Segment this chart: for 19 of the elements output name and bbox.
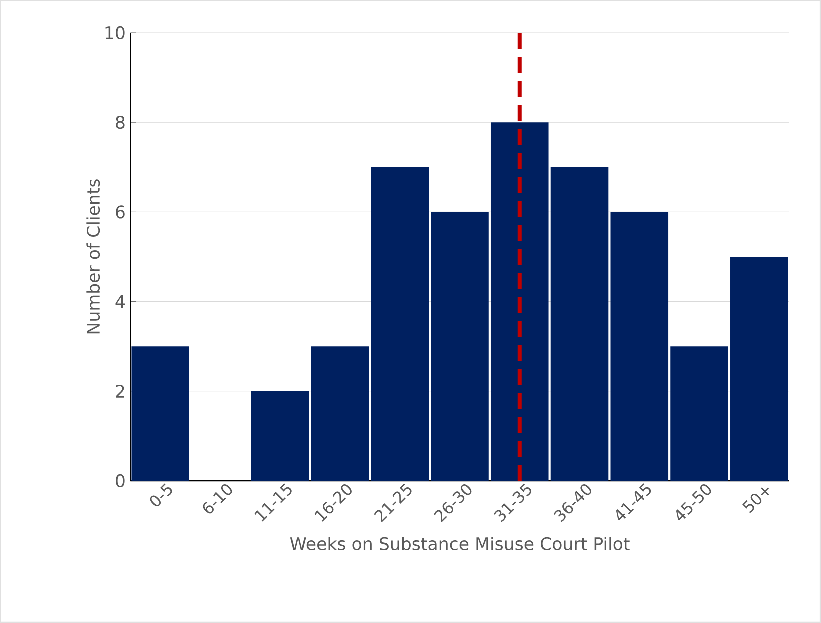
bar bbox=[311, 346, 370, 481]
x-axis-title: Weeks on Substance Misuse Court Pilot bbox=[290, 537, 630, 551]
y-tick-label: 4 bbox=[116, 295, 125, 308]
bar bbox=[132, 346, 190, 481]
y-tick-label: 8 bbox=[116, 116, 125, 130]
x-tick-label: 0-5 bbox=[150, 484, 172, 507]
x-tick-label: 50+ bbox=[742, 488, 770, 514]
y-tick-label: 0 bbox=[116, 474, 125, 488]
y-axis-title: Number of Clients bbox=[86, 180, 100, 334]
bar bbox=[251, 391, 310, 481]
y-tick-label: 6 bbox=[116, 206, 125, 219]
bar bbox=[371, 167, 430, 481]
bar bbox=[431, 212, 489, 481]
bar bbox=[670, 346, 728, 481]
y-tick-label: 2 bbox=[116, 384, 124, 398]
bar bbox=[730, 256, 788, 481]
y-tick-label: 10 bbox=[106, 26, 125, 40]
bar bbox=[550, 167, 609, 481]
bar bbox=[610, 212, 669, 481]
